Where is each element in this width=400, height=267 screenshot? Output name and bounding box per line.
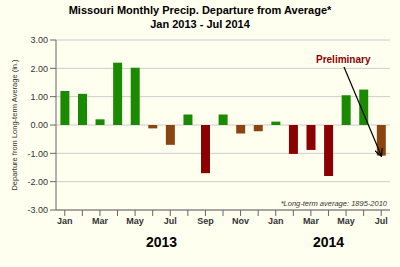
html-text:Missouri Monthly Precip. Depar: Missouri Monthly Precip. Departure from …: [68, 4, 332, 16]
svg-text:*Long-term average: 1895-2010: *Long-term average: 1895-2010: [281, 199, 388, 208]
svg-text:0.00: 0.00: [30, 120, 48, 130]
html-text:2013: 2013: [145, 234, 177, 250]
svg-text:-2.00: -2.00: [27, 177, 48, 187]
svg-text:May: May: [126, 216, 144, 226]
svg-text:Jan: Jan: [57, 216, 73, 226]
html-text:2014: 2014: [312, 234, 344, 250]
svg-text:-3.00: -3.00: [27, 205, 48, 215]
html-text:Jan 2013 - Jul 2014: Jan 2013 - Jul 2014: [150, 18, 250, 30]
svg-text:Nov: Nov: [232, 216, 249, 226]
svg-text:Jan: Jan: [268, 216, 284, 226]
svg-text:Mar: Mar: [303, 216, 320, 226]
svg-text:Sep: Sep: [197, 216, 214, 226]
svg-text:Preliminary: Preliminary: [316, 54, 371, 65]
svg-text:3.00: 3.00: [30, 35, 48, 45]
svg-text:Jul: Jul: [375, 216, 388, 226]
svg-text:Mar: Mar: [92, 216, 109, 226]
svg-text:Jul: Jul: [164, 216, 177, 226]
svg-text:Departure from Long-term Avera: Departure from Long-term Average (in.): [10, 59, 19, 191]
svg-text:-1.00: -1.00: [27, 149, 48, 159]
svg-text:1.00: 1.00: [30, 92, 48, 102]
svg-text:May: May: [337, 216, 355, 226]
svg-text:2.00: 2.00: [30, 64, 48, 74]
